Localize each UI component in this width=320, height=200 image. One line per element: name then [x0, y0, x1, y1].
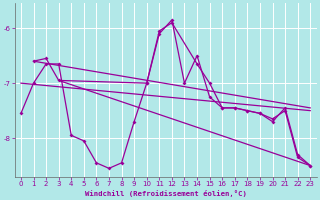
- X-axis label: Windchill (Refroidissement éolien,°C): Windchill (Refroidissement éolien,°C): [85, 190, 246, 197]
